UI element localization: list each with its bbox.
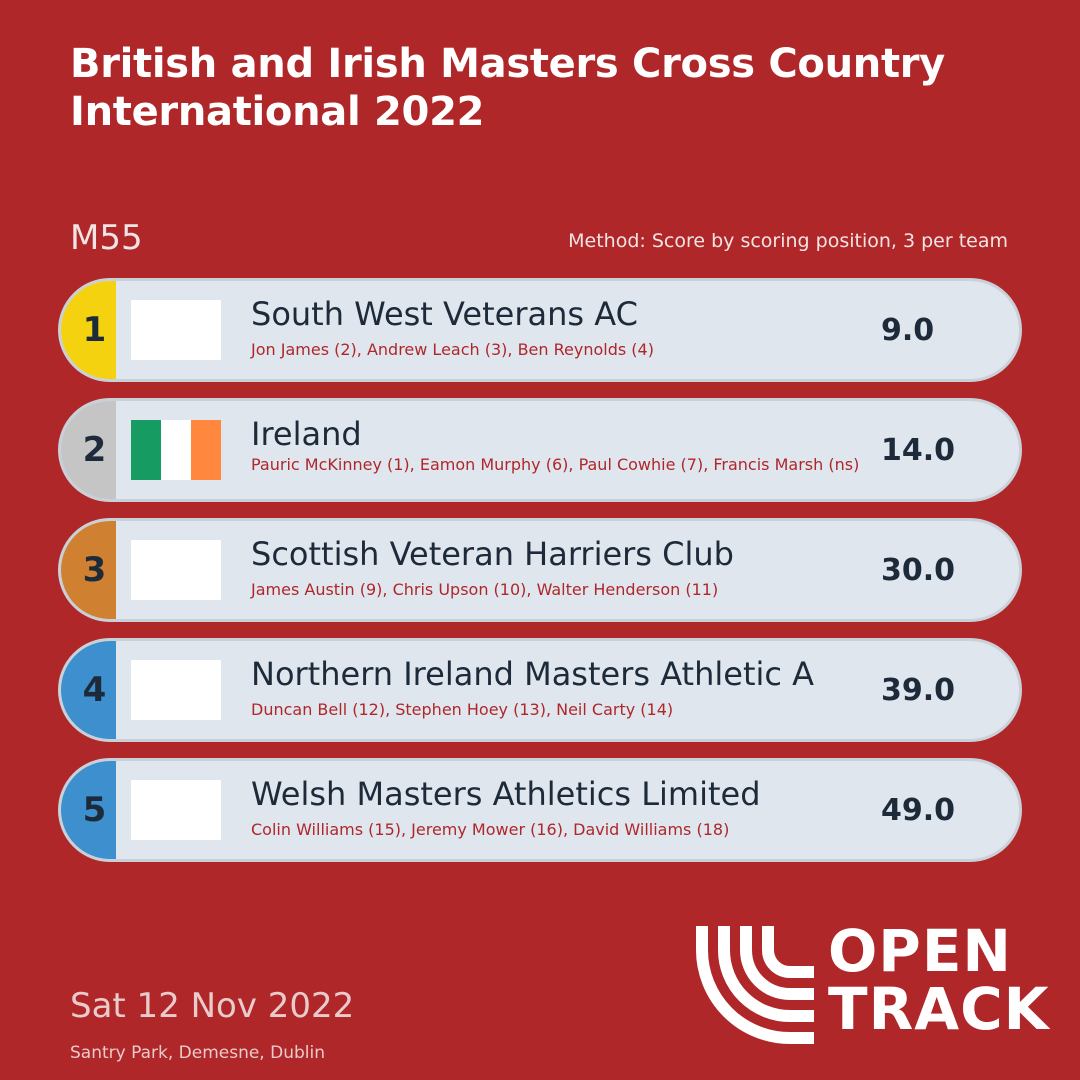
logo-line-track: TRACK [828,975,1050,1043]
ireland-flag-icon [131,420,221,480]
result-row[interactable]: 5 Welsh Masters Athletics Limited Colin … [58,758,1022,862]
team-name: Welsh Masters Athletics Limited [251,775,761,813]
flag-stripe-green [131,420,161,480]
team-flag-placeholder [131,300,221,360]
opentrack-logo-icon [696,926,814,1044]
team-score: 14.0 [881,432,956,468]
team-score: 49.0 [881,792,956,828]
age-category: M55 [70,218,143,258]
team-score: 9.0 [881,312,935,348]
team-athletes: Pauric McKinney (1), Eamon Murphy (6), P… [251,455,860,474]
team-flag-placeholder [131,540,221,600]
rank-badge: 5 [61,761,116,859]
event-venue: Santry Park, Demesne, Dublin [70,1043,325,1063]
opentrack-logo-text: OPEN TRACK [828,922,1050,1038]
scoring-method: Method: Score by scoring position, 3 per… [568,230,1008,252]
rank-badge: 4 [61,641,116,739]
rank-badge-gold: 1 [61,281,116,379]
team-athletes: Duncan Bell (12), Stephen Hoey (13), Nei… [251,700,674,719]
logo-line-open: OPEN [828,917,1012,985]
rank-badge-silver: 2 [61,401,116,499]
flag-stripe-white [161,420,191,480]
rank-badge-bronze: 3 [61,521,116,619]
team-flag-placeholder [131,780,221,840]
team-name: Scottish Veteran Harriers Club [251,535,734,573]
result-row[interactable]: 1 South West Veterans AC Jon James (2), … [58,278,1022,382]
team-name: Northern Ireland Masters Athletic A [251,655,815,693]
team-name: Ireland [251,415,362,453]
result-row[interactable]: 4 Northern Ireland Masters Athletic A Du… [58,638,1022,742]
page-title: British and Irish Masters Cross Country … [70,41,945,135]
team-athletes: Colin Williams (15), Jeremy Mower (16), … [251,820,730,839]
team-score: 30.0 [881,552,956,588]
result-row[interactable]: 2 Ireland Pauric McKinney (1), Eamon Mur… [58,398,1022,502]
team-athletes: James Austin (9), Chris Upson (10), Walt… [251,580,719,599]
team-name: South West Veterans AC [251,295,638,333]
result-row[interactable]: 3 Scottish Veteran Harriers Club James A… [58,518,1022,622]
team-flag-placeholder [131,660,221,720]
event-date: Sat 12 Nov 2022 [70,986,355,1026]
team-athletes: Jon James (2), Andrew Leach (3), Ben Rey… [251,340,654,359]
flag-stripe-orange [191,420,221,480]
team-score: 39.0 [881,672,956,708]
